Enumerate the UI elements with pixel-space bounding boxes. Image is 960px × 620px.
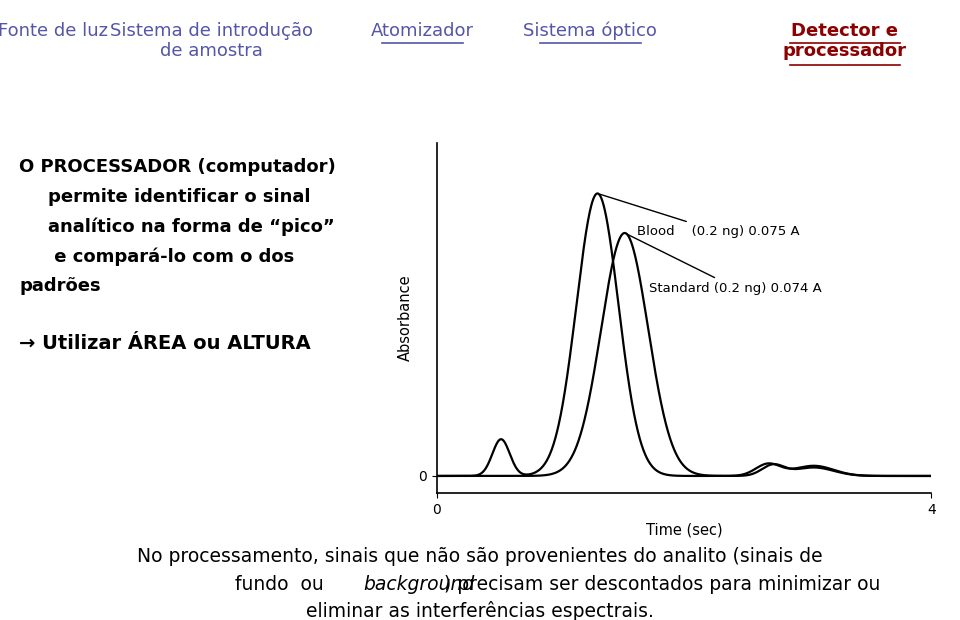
Text: No processamento, sinais que não são provenientes do analito (sinais de: No processamento, sinais que não são pro… <box>137 547 823 566</box>
Text: background: background <box>363 575 474 595</box>
Text: Fonte de luz: Fonte de luz <box>0 22 108 40</box>
Text: analítico na forma de “pico”: analítico na forma de “pico” <box>48 218 335 236</box>
Text: permite identificar o sinal: permite identificar o sinal <box>48 188 310 206</box>
Text: O PROCESSADOR (computador): O PROCESSADOR (computador) <box>19 158 336 176</box>
Text: Blood    (0.2 ng) 0.075 A: Blood (0.2 ng) 0.075 A <box>600 194 800 238</box>
Text: eliminar as interferências espectrais.: eliminar as interferências espectrais. <box>306 601 654 620</box>
Text: Sistema de introdução
de amostra: Sistema de introdução de amostra <box>109 22 313 61</box>
Text: Atomizador: Atomizador <box>371 22 474 40</box>
Text: → Utilizar ÁREA ou ALTURA: → Utilizar ÁREA ou ALTURA <box>19 334 311 353</box>
Text: Detector e
processador: Detector e processador <box>782 22 907 61</box>
Text: Sistema óptico: Sistema óptico <box>523 22 658 40</box>
Text: fundo  ou: fundo ou <box>235 575 330 595</box>
Text: Standard (0.2 ng) 0.074 A: Standard (0.2 ng) 0.074 A <box>627 234 822 294</box>
Text: ) precisam ser descontados para minimizar ou: ) precisam ser descontados para minimiza… <box>444 575 881 595</box>
Text: padrões: padrões <box>19 277 101 295</box>
Text: e compará-lo com o dos: e compará-lo com o dos <box>48 247 295 266</box>
X-axis label: Time (sec): Time (sec) <box>646 522 722 537</box>
Y-axis label: Absorbance: Absorbance <box>397 275 413 361</box>
